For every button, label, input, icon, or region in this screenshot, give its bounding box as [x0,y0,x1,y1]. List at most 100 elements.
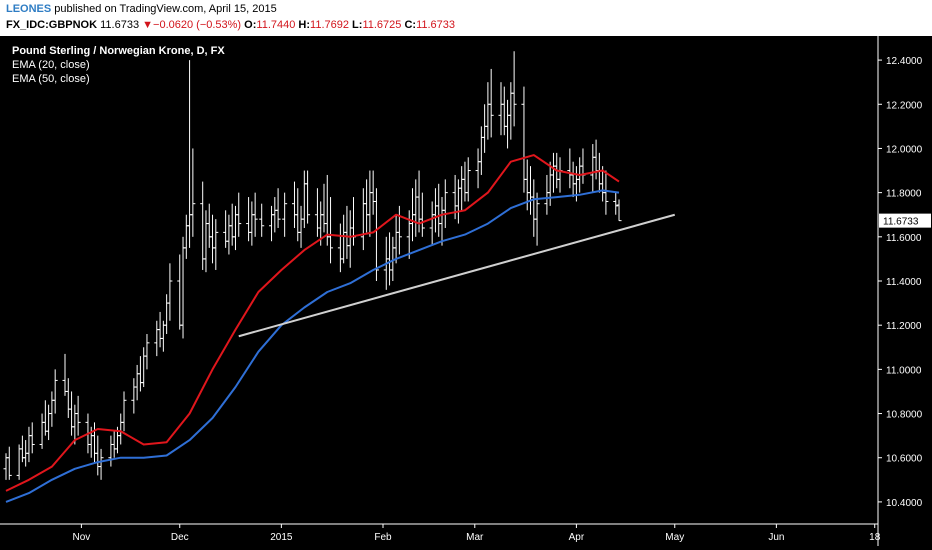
chart-area[interactable]: 12.4000 12.2000 12.0000 11.8000 11.6000 11.40… [0,36,932,550]
ohlc-bar [521,86,527,193]
down-arrow-icon: ▼ [142,19,154,31]
axis-labels: 12.4000 12.2000 12.0000 11.8000 11.6000 11.40… [73,56,931,543]
x-tick-label: Nov [73,532,91,543]
ohlc-bar [272,197,278,233]
ohlc-bar [157,311,163,348]
ohlc-bar [419,192,425,237]
symbol-label: FX_IDC:GBPNOK [6,19,98,31]
ohlc-bar [406,210,412,259]
ohlc-bar [6,446,12,480]
close-value: 11.6733 [416,19,456,31]
ohlc-bar [305,170,311,224]
ohlc-bar [164,294,170,335]
ohlc-bar [229,203,235,246]
ohlc-bar [528,166,534,215]
ohlc-bar [154,320,160,357]
ema20-line [5,154,620,492]
ohlc-bar [200,181,206,270]
ohlc-bar [531,179,537,237]
ohlc-bar [360,188,366,251]
ohlc-bar [432,188,438,233]
x-tick-label: 2015 [270,532,293,543]
ohlc-bar [393,214,399,264]
y-tick-label: 11.4000 [886,277,922,288]
x-tick-label: 18 [869,532,881,543]
ohlc-bar [485,82,491,140]
x-tick-label: Mar [466,532,484,543]
ohlc-bar [505,99,511,149]
close-label: C: [404,19,417,31]
ohlc-bar [246,197,252,242]
open-label: O: [244,19,257,31]
ohlc-bar [226,214,232,255]
current-price-box [879,213,931,228]
ohlc-bar [534,192,540,246]
ohlc-bar [373,188,379,281]
ohlc-bar [567,148,573,189]
ohlc-bar [269,205,275,242]
ohlc-bar [144,334,150,370]
ohlc-bar [550,152,556,193]
chart-header: LEONES published on TradingView.com, Apr… [0,0,932,36]
ohlc-bar [439,197,445,246]
x-tick-label: May [665,532,684,543]
legend-title: Pound Sterling / Norwegian Krone, D, FX [12,45,225,57]
ohlc-bar [462,161,468,202]
ohlc-bar [321,183,327,233]
ohlc-bar [465,157,471,202]
price-chart[interactable]: 12.4000 12.2000 12.0000 11.8000 11.6000 11.40… [0,36,932,550]
ohlc-bar [387,232,393,286]
ohlc-bar [570,161,576,198]
ohlc-bar [213,219,219,270]
y-tick-label: 11.2000 [886,321,922,332]
ohlc-bar [62,353,68,396]
ohlc-bar [442,179,448,228]
ohlc-bar [259,203,265,237]
ohlc-bar [596,152,602,193]
y-tick-label: 12.4000 [886,56,923,67]
ohlc-bar [282,192,288,237]
ohlc-bar [111,431,117,458]
ohlc-bar [183,214,189,259]
ohlc-bar [118,413,124,445]
ohlc-bar [501,86,507,136]
ohlc-bar [511,51,517,127]
ohlc-bar [65,378,71,418]
ohlc-bar [498,82,504,136]
ohlc-bar [344,205,350,259]
support-trendline [238,213,676,338]
ohlc-bar [436,183,442,237]
ohlc-bar [603,170,609,215]
ohlc-bar [92,422,98,463]
ema-lines [5,154,620,503]
ohlc-bar [236,192,242,237]
ohlc-bar [337,223,343,273]
ohlc-bar [347,210,353,268]
y-tick-label: 11.6000 [886,233,922,244]
ohlc-bar [26,426,32,463]
ohlc-bar [223,210,229,248]
ohlc-bar [232,205,238,251]
legend-ema20[interactable]: EMA (20, close) [12,59,90,71]
ohlc-bar [187,60,193,248]
ohlc-bar [275,188,281,228]
ohlc-bar [75,395,81,436]
ohlc-bar [29,422,35,454]
author-link[interactable]: LEONES [6,3,52,15]
open-value: 11.7440 [256,19,296,31]
ohlc-bar [613,192,619,215]
last-price: 11.6733 [100,19,140,31]
ohlc-bar [370,170,376,215]
y-tick-label: 12.0000 [886,144,923,155]
ohlc-bar [42,400,48,436]
high-value: 11.7692 [310,19,349,31]
ohlc-bar [616,199,622,222]
ohlc-bar [131,378,137,414]
ohlc-bar [295,188,301,242]
ohlc-bar [95,435,101,476]
legend-ema50[interactable]: EMA (50, close) [12,73,90,85]
y-tick-label: 11.0000 [886,365,922,376]
ohlc-bars [3,51,622,480]
ohlc-bar [291,181,297,228]
ohlc-bar [108,435,114,467]
